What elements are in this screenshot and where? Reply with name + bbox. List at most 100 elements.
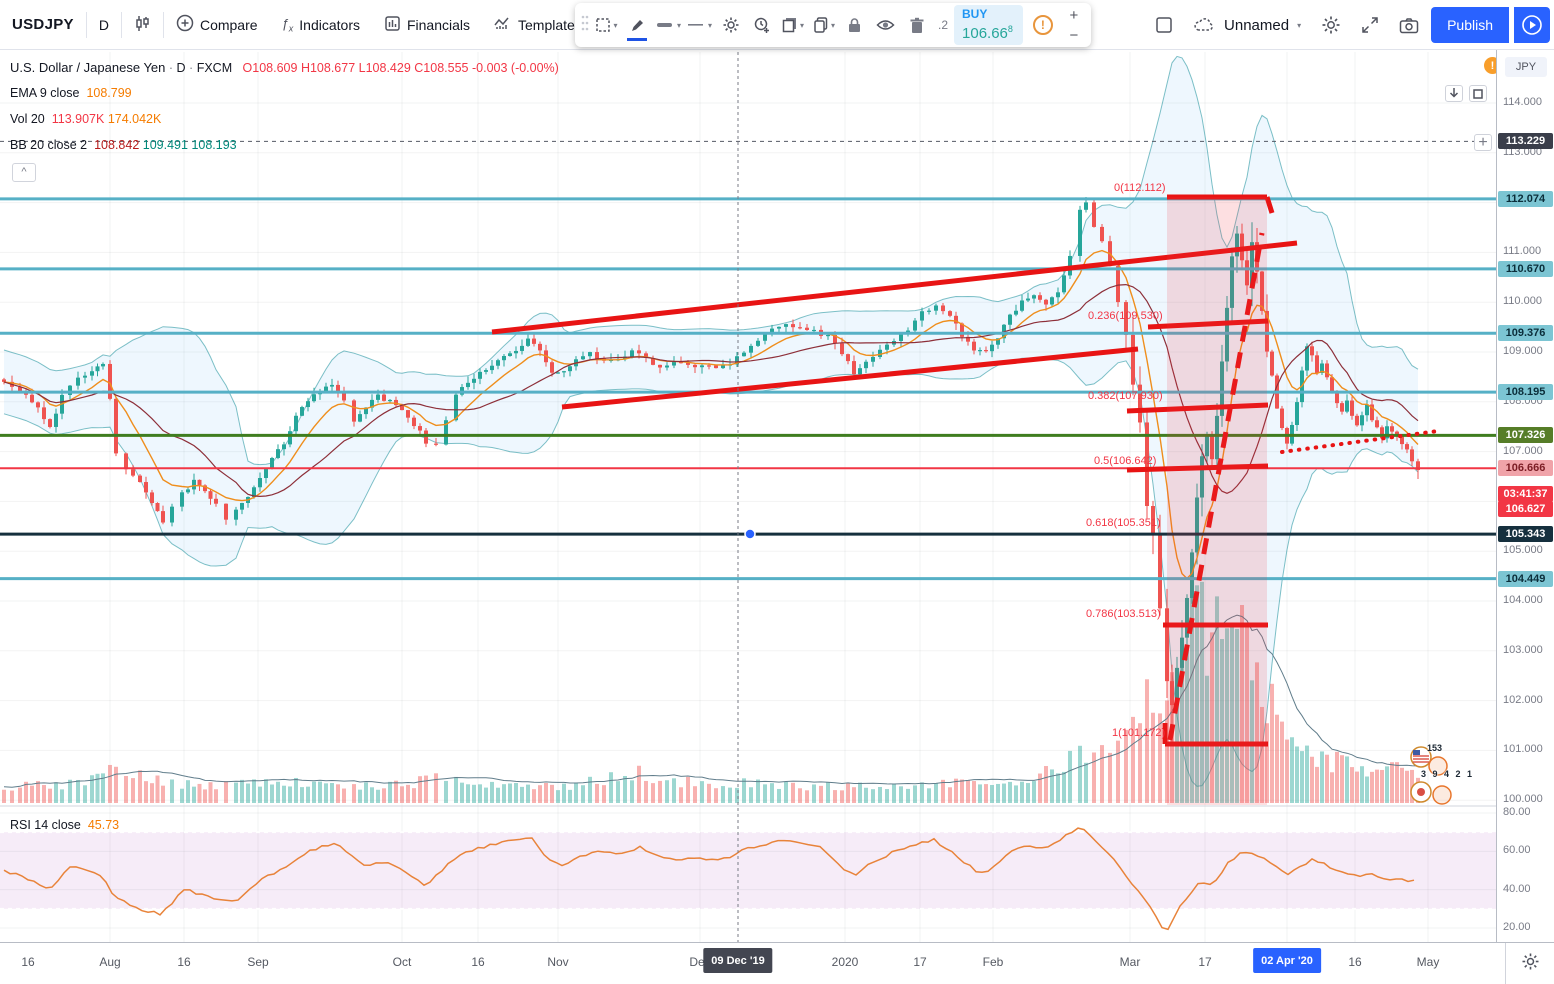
bollinger-legend: BB 20 close 2 108.842 109.491 108.193 [10, 138, 237, 152]
financials-button[interactable]: Financials [372, 7, 482, 43]
fib-level-label: 0.382(107.930) [1088, 390, 1163, 402]
indicators-button[interactable]: ƒx Indicators [281, 15, 360, 34]
compare-button[interactable]: Compare [164, 7, 270, 43]
restore-icon [1473, 88, 1483, 99]
price-axis-badge: 104.449 [1498, 570, 1553, 587]
time-axis-settings-button[interactable] [1521, 952, 1540, 976]
price-axis-label: 111.000 [1503, 245, 1542, 258]
price-axis-badge: 107.326 [1498, 427, 1553, 444]
countdown-badge: 03:41:37 [1498, 486, 1553, 502]
info-warning-icon[interactable]: ! [1032, 15, 1053, 35]
currency-chip[interactable]: JPY [1505, 57, 1547, 77]
add-alert-tool-button[interactable] [746, 8, 777, 42]
fib-level-label: 0.236(109.530) [1088, 310, 1163, 322]
time-axis-label: 17 [913, 955, 927, 969]
publish-play-button[interactable] [1514, 7, 1550, 43]
price-axis-badge: 109.376 [1498, 325, 1553, 342]
selection-tool-button[interactable]: ▾ [591, 8, 622, 42]
time-axis-label: 16 [471, 955, 485, 969]
lock-tool-button[interactable] [839, 8, 870, 42]
time-axis-label: Aug [99, 955, 121, 969]
sell-price-fragment: .2 [938, 18, 949, 32]
active-tool-indicator [627, 38, 647, 41]
screenshot-button[interactable] [1391, 7, 1427, 43]
zoom-out-button[interactable]: − [1069, 26, 1079, 44]
delete-tool-button[interactable] [901, 8, 932, 42]
zigzag-icon [494, 15, 512, 35]
time-axis-label: Sep [247, 955, 269, 969]
interval-button[interactable]: D [98, 16, 109, 33]
price-axis-label: 109.000 [1503, 345, 1543, 357]
symbol-legend: U.S. Dollar / Japanese Yen · D · FXCM O1… [10, 60, 559, 75]
collapse-legend-button[interactable]: ^ [12, 163, 36, 182]
publish-button[interactable]: Publish [1431, 7, 1509, 43]
price-axis-badge: 108.195 [1498, 384, 1553, 401]
chevron-down-icon: ▾ [830, 20, 835, 30]
chevron-down-icon: ▾ [613, 20, 618, 30]
hide-tool-button[interactable] [870, 8, 901, 42]
last-price-badge: 106.627 [1498, 501, 1553, 517]
cloud-icon [1194, 18, 1213, 31]
price-axis-label: 110.000 [1503, 295, 1542, 308]
price-axis-label: 107.000 [1503, 444, 1543, 457]
chevron-down-icon: ▾ [707, 20, 712, 30]
chevron-down-icon: ▾ [1297, 20, 1302, 30]
event-count-us[interactable]: 153 [1427, 743, 1443, 753]
time-axis-label: Nov [547, 955, 569, 969]
add-order-plus-button[interactable]: + [1474, 134, 1492, 151]
symbol-button[interactable]: USDJPY [12, 16, 74, 33]
chart-canvas[interactable] [0, 0, 1496, 942]
price-axis-badge: 112.074 [1498, 190, 1553, 207]
floating-drawing-toolbar: ▾ ▾ ▾ ▾ ▾ .2 BUY 106.668 ! + − [575, 3, 1091, 47]
buy-button[interactable]: BUY 106.668 [954, 5, 1023, 45]
time-axis-label: 16 [21, 955, 35, 969]
ohlc-values: O108.609 H108.677 L108.429 C108.555 -0.0… [242, 61, 559, 75]
layout-icon [1156, 17, 1172, 33]
rsi-axis-label: 20.00 [1503, 921, 1531, 933]
drag-handle-icon[interactable] [581, 13, 589, 38]
price-axis-label: 104.000 [1503, 594, 1543, 606]
zoom-in-button[interactable]: + [1069, 6, 1079, 24]
clone-tool-button[interactable]: ▾ [777, 8, 808, 42]
rsi-legend: RSI 14 close 45.73 [10, 818, 120, 832]
layout-select-button[interactable] [1147, 7, 1181, 43]
draw-tool-button[interactable] [622, 8, 653, 42]
gear-icon [1522, 953, 1539, 970]
ema-legend: EMA 9 close 108.799 [10, 86, 132, 100]
fullscreen-button[interactable] [1353, 7, 1387, 43]
chevron-down-icon: ▾ [799, 20, 804, 30]
cloud-layout-button[interactable]: Unnamed ▾ [1185, 7, 1309, 43]
fib-level-label: 1(101.172) [1112, 727, 1166, 739]
rsi-axis-label: 60.00 [1503, 844, 1531, 857]
templates-button[interactable]: Templates [482, 7, 594, 43]
camera-icon [1399, 17, 1419, 33]
line-width-thin-button[interactable]: ▾ [684, 8, 715, 42]
fib-level-label: 0.786(103.513) [1086, 608, 1161, 620]
price-axis-label: 102.000 [1503, 693, 1543, 706]
fullscreen-icon [1362, 17, 1378, 33]
rsi-axis-label: 80.00 [1503, 806, 1531, 818]
scroll-to-recent-button[interactable] [1445, 85, 1463, 102]
copy-tool-button[interactable]: ▾ [808, 8, 839, 42]
gear-icon [1322, 16, 1340, 34]
price-axis-label: 105.000 [1503, 544, 1543, 557]
settings-tool-button[interactable] [715, 8, 746, 42]
line-width-thick-button[interactable]: ▾ [653, 8, 684, 42]
maximize-pane-button[interactable] [1469, 85, 1487, 102]
price-axis[interactable]: JPY 114.000 113.000 111.000 110.000 109.000 1… [1496, 50, 1554, 942]
chart-style-button[interactable] [122, 7, 163, 43]
price-axis-badge: 106.666 [1498, 460, 1553, 477]
event-count-jp[interactable]: 3 9 4 2 1 [1421, 769, 1475, 779]
chevron-down-icon: ▾ [676, 20, 681, 30]
time-axis-date-badge: 09 Dec '19 [703, 948, 773, 973]
chart-settings-button[interactable] [1313, 7, 1349, 43]
fib-level-label: 0.5(106.642) [1094, 455, 1157, 467]
fx-icon: ƒx [281, 15, 294, 34]
time-axis[interactable]: 16 Aug 16 Sep Oct 16 Nov Dec 2020 17 Feb Mar 17 16 May… [0, 942, 1554, 984]
play-icon [1522, 15, 1542, 35]
bar-chart-icon [384, 15, 401, 35]
toolbar-right-cluster: Unnamed ▾ Publish [1147, 0, 1550, 50]
fib-level-label: 0(112.112) [1114, 182, 1166, 194]
price-axis-label: 101.000 [1503, 743, 1543, 756]
